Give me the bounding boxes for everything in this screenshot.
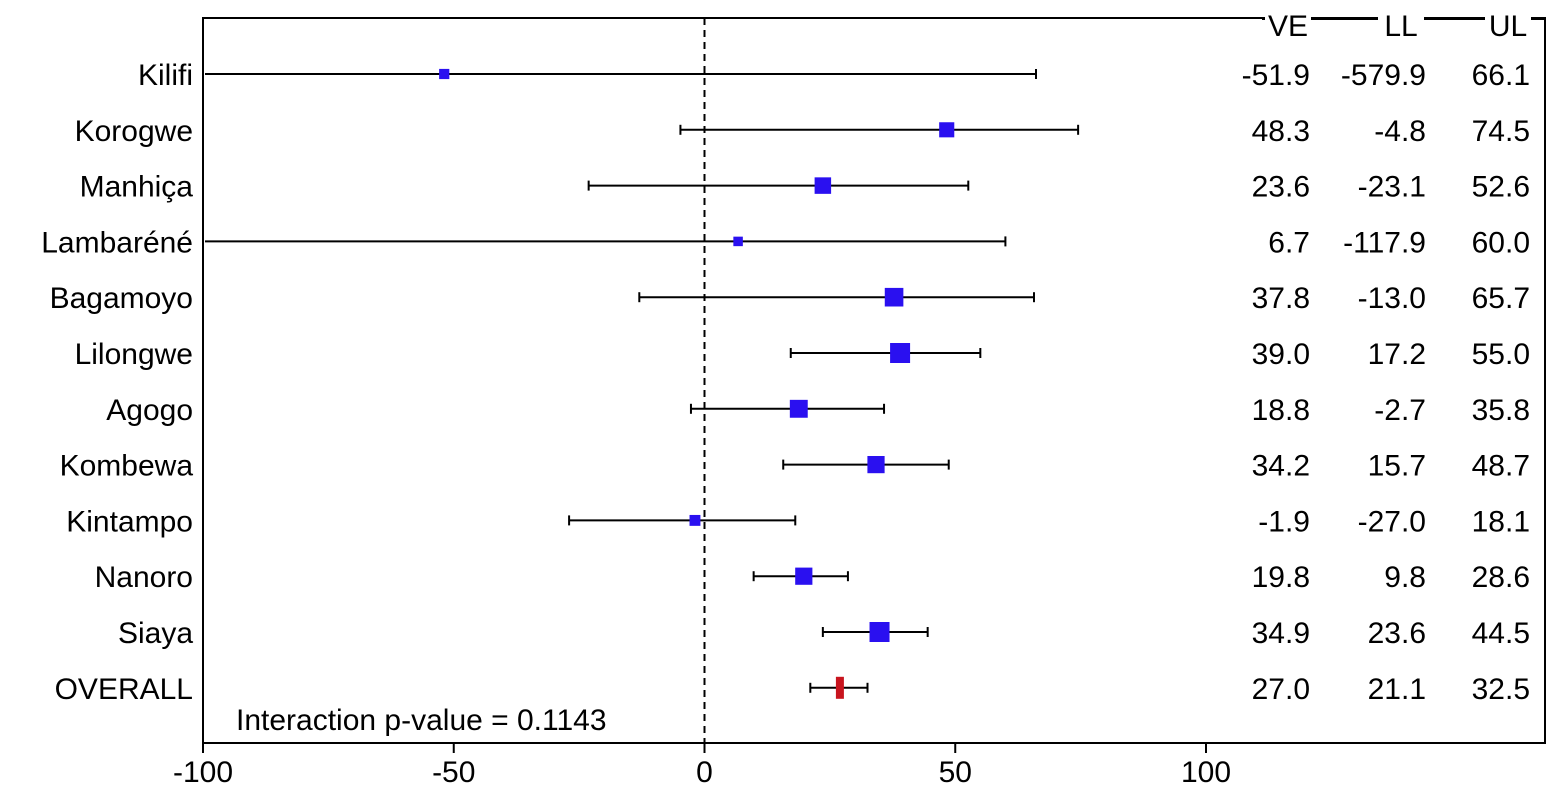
- x-axis: -100 -50 0 50 100: [173, 743, 1231, 789]
- point-estimate-marker: [814, 177, 832, 194]
- ve-value: 18.8: [1252, 394, 1310, 427]
- ul-value: 74.5: [1472, 115, 1530, 148]
- ve-value: 34.2: [1252, 450, 1310, 483]
- interaction-annotation: Interaction p-value = 0.1143: [236, 704, 607, 737]
- table-header: VE: [1268, 10, 1308, 43]
- plot-frame: [202, 17, 1546, 744]
- x-tick-label: -100: [173, 756, 233, 789]
- ul-value: 28.6: [1472, 561, 1530, 594]
- point-estimate-marker: [867, 456, 885, 474]
- ll-value: 17.2: [1368, 338, 1426, 371]
- x-tick-label: -50: [432, 756, 475, 789]
- table-header: UL: [1489, 10, 1527, 43]
- ll-value: -2.7: [1374, 394, 1426, 427]
- row-label: Lambaréné: [41, 226, 193, 259]
- ul-value: 55.0: [1472, 338, 1530, 371]
- row-label: Agogo: [106, 394, 193, 427]
- ve-value: 48.3: [1252, 115, 1310, 148]
- ve-value: -51.9: [1242, 59, 1310, 92]
- row-label: Kilifi: [138, 59, 193, 92]
- point-estimate-marker: [939, 122, 955, 138]
- ul-value: 60.0: [1472, 226, 1530, 259]
- point-estimate-marker: [733, 236, 743, 247]
- ll-value: -117.9: [1343, 226, 1426, 259]
- point-estimates: [439, 68, 955, 699]
- point-estimate-marker: [884, 287, 904, 307]
- ul-value: 32.5: [1472, 673, 1530, 706]
- ll-value: -4.8: [1374, 115, 1426, 148]
- ve-value: 27.0: [1252, 673, 1310, 706]
- row-label: Bagamoyo: [50, 282, 193, 315]
- table-headers: VE LL UL: [1262, 8, 1545, 43]
- row-label: Kombewa: [60, 450, 194, 483]
- ll-value: -27.0: [1358, 505, 1426, 538]
- header-bg: [1485, 8, 1531, 32]
- ll-value: 23.6: [1368, 617, 1426, 650]
- x-tick-label: 50: [939, 756, 972, 789]
- value-table: -51.9 -579.9 66.1 48.3 -4.8 74.5 23.6 -23.1 52.6…: [1242, 59, 1530, 706]
- table-header: LL: [1384, 10, 1417, 43]
- ve-value: 39.0: [1252, 338, 1310, 371]
- overall-marker: [835, 676, 844, 699]
- ve-value: 23.6: [1252, 171, 1310, 204]
- confidence-intervals: [205, 69, 1080, 693]
- ll-value: -13.0: [1358, 282, 1426, 315]
- ll-value: 9.8: [1384, 561, 1426, 594]
- point-estimate-marker: [795, 567, 813, 585]
- row-label: Nanoro: [95, 561, 193, 594]
- x-tick-label: 100: [1181, 756, 1231, 789]
- header-bg: [1265, 8, 1311, 32]
- row-labels: Kilifi Korogwe Manhiça Lambaréné Bagamoyo Lil…: [41, 59, 193, 706]
- point-estimate-marker: [439, 68, 450, 80]
- header-bg: [1378, 8, 1424, 32]
- ve-value: 6.7: [1268, 226, 1310, 259]
- ul-value: 52.6: [1472, 171, 1530, 204]
- ul-value: 66.1: [1472, 59, 1530, 92]
- ll-value: 15.7: [1368, 450, 1426, 483]
- point-estimate-marker: [789, 399, 808, 418]
- point-estimate-marker: [890, 343, 911, 363]
- ve-value: -1.9: [1258, 505, 1310, 538]
- x-tick-label: 0: [696, 756, 713, 789]
- ve-value: 19.8: [1252, 561, 1310, 594]
- ve-value: 37.8: [1252, 282, 1310, 315]
- ve-value: 34.9: [1252, 617, 1310, 650]
- row-label: Korogwe: [75, 115, 193, 148]
- row-label: OVERALL: [55, 673, 193, 706]
- ll-value: -579.9: [1341, 59, 1426, 92]
- ul-value: 65.7: [1472, 282, 1530, 315]
- ul-value: 35.8: [1472, 394, 1530, 427]
- point-estimate-marker: [869, 622, 890, 642]
- point-estimate-marker: [689, 514, 701, 526]
- row-label: Manhiça: [80, 171, 194, 204]
- ll-value: -23.1: [1358, 171, 1426, 204]
- ll-value: 21.1: [1368, 673, 1426, 706]
- row-label: Kintampo: [66, 505, 193, 538]
- row-label: Lilongwe: [75, 338, 193, 371]
- row-label: Siaya: [118, 617, 193, 650]
- ul-value: 48.7: [1472, 450, 1530, 483]
- ul-value: 44.5: [1472, 617, 1530, 650]
- ul-value: 18.1: [1472, 505, 1530, 538]
